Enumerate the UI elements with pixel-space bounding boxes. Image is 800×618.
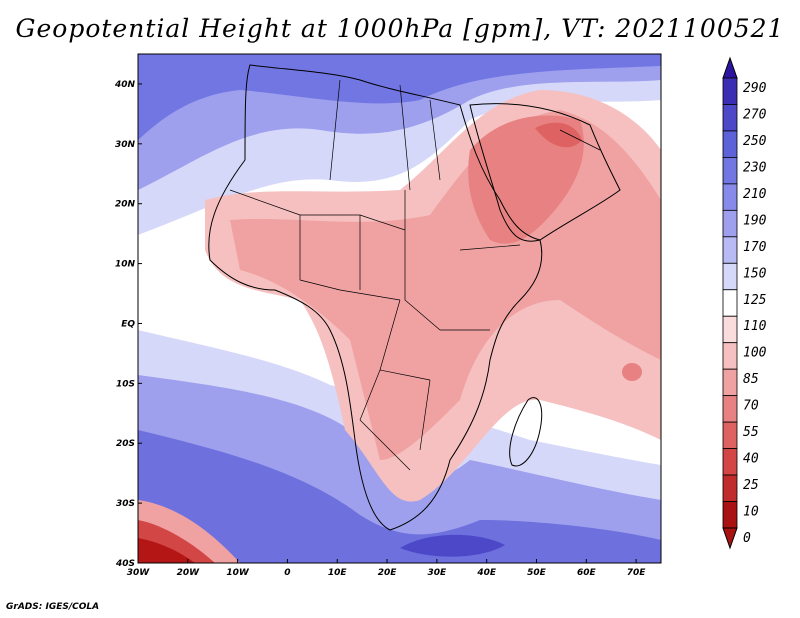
shading-south-deep bbox=[138, 430, 661, 563]
colorbar-label: 100 bbox=[743, 346, 767, 361]
map-title: Geopotential Height at 1000hPa [gpm], VT… bbox=[15, 14, 785, 43]
colorbar-swatch bbox=[722, 421, 738, 449]
colorbar-label: 270 bbox=[743, 107, 767, 122]
shading-north-deep bbox=[138, 54, 661, 140]
shading-arabia-max bbox=[535, 122, 582, 148]
lat-tick-label: 20S bbox=[116, 439, 135, 449]
lat-tick-label: 40N bbox=[114, 80, 136, 90]
colorbar-swatch bbox=[722, 368, 738, 397]
colorbar-label: 55 bbox=[743, 425, 759, 440]
shading-arabia-peak bbox=[468, 115, 584, 244]
coastline-madagascar bbox=[509, 397, 543, 467]
colorbar-label: 110 bbox=[743, 319, 767, 334]
colorbar-label: 40 bbox=[743, 452, 759, 467]
lat-tick-label: 40S bbox=[115, 559, 135, 569]
colorbar-swatch bbox=[722, 130, 738, 158]
colorbar-label: 125 bbox=[743, 293, 767, 308]
colorbar-swatch bbox=[722, 77, 738, 105]
colorbar-label: 85 bbox=[743, 372, 759, 387]
colorbar-label: 190 bbox=[743, 213, 767, 228]
colorbar-swatch bbox=[722, 395, 738, 423]
lon-tick-label: 40E bbox=[476, 568, 497, 578]
colorbar-swatch bbox=[722, 236, 738, 264]
country-borders bbox=[229, 79, 601, 471]
colorbar-label: 290 bbox=[743, 81, 767, 96]
lat-tick-label: 30N bbox=[115, 140, 136, 150]
lon-tick-label: 20W bbox=[177, 568, 201, 578]
colorbar-swatch bbox=[722, 157, 738, 185]
colorbar-label: 230 bbox=[743, 160, 767, 175]
latitude-axis: 40S 30S 20S 10S EQ 10N 20N 30N 40N bbox=[114, 80, 142, 569]
lon-tick-label: 60E bbox=[577, 568, 597, 578]
shading-indian-ocean-low bbox=[622, 363, 642, 381]
colorbar-swatch bbox=[722, 342, 738, 370]
lon-tick-label: 70E bbox=[627, 568, 647, 578]
shading-sw-corner-3 bbox=[138, 538, 195, 563]
lat-tick-label: 10N bbox=[115, 260, 136, 270]
colorbar-label: 70 bbox=[743, 399, 759, 414]
coastline-africa bbox=[208, 64, 543, 531]
grads-footer: GrADS: IGES/COLA bbox=[6, 602, 100, 612]
colorbar-swatch bbox=[722, 474, 738, 502]
colorbar: 2902702502302101901701501251101008570554… bbox=[722, 56, 767, 550]
longitude-axis: 30W 20W 10W 0 10E 20E 30E 40E 50E 60E 70E bbox=[127, 559, 647, 578]
colorbar-label: 210 bbox=[743, 187, 767, 202]
colorbar-label: 150 bbox=[743, 266, 767, 281]
colorbar-swatch bbox=[722, 209, 738, 238]
colorbar-swatch bbox=[722, 104, 738, 132]
lon-tick-label: 30E bbox=[428, 568, 448, 578]
lat-tick-label: EQ bbox=[121, 319, 135, 329]
colorbar-swatch bbox=[722, 289, 738, 317]
lat-tick-label: 10S bbox=[116, 379, 135, 389]
colorbar-label: 0 bbox=[743, 531, 751, 546]
colorbar-swatch bbox=[722, 501, 738, 529]
colorbar-swatch bbox=[722, 315, 738, 344]
colorbar-swatch bbox=[722, 448, 738, 476]
colorbar-label: 170 bbox=[743, 240, 767, 255]
colorbar-bottom-arrow bbox=[722, 527, 738, 550]
coastline-arabia bbox=[469, 103, 621, 242]
map-frame bbox=[137, 53, 662, 564]
colorbar-swatch bbox=[722, 262, 738, 291]
colorbar-label: 25 bbox=[743, 478, 759, 493]
lon-tick-label: 20E bbox=[378, 568, 398, 578]
colorbar-swatch bbox=[722, 183, 738, 211]
lon-tick-label: 10W bbox=[226, 568, 250, 578]
shading-south-deepest bbox=[400, 534, 505, 557]
colorbar-top-arrow bbox=[722, 56, 738, 79]
colorbar-label: 10 bbox=[743, 505, 759, 520]
lon-tick-label: 0 bbox=[284, 568, 290, 578]
lon-tick-label: 10E bbox=[328, 568, 348, 578]
lat-tick-label: 30S bbox=[116, 499, 135, 509]
lon-tick-label: 50E bbox=[527, 568, 547, 578]
colorbar-label: 250 bbox=[743, 134, 767, 149]
map-plot-area bbox=[138, 54, 661, 563]
lon-tick-label: 30W bbox=[127, 568, 151, 578]
lat-tick-label: 20N bbox=[115, 200, 136, 210]
